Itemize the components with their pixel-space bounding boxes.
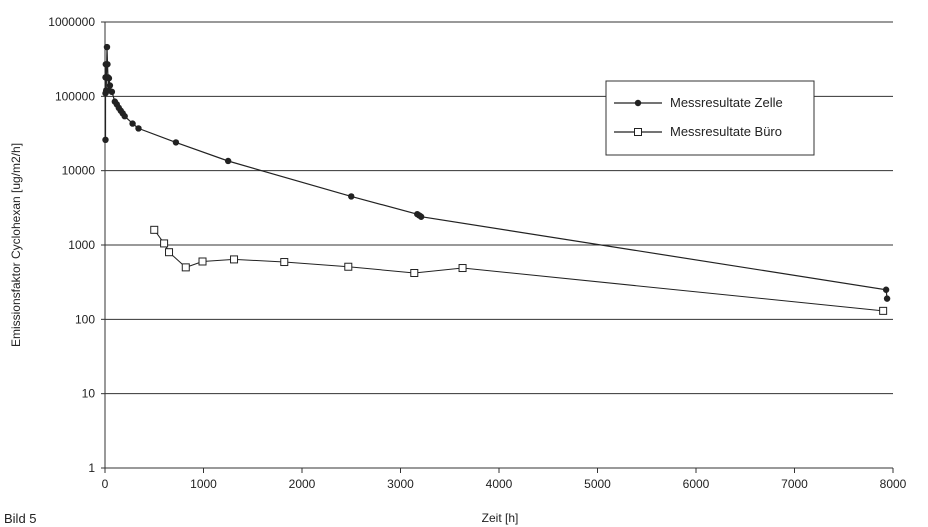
data-point-buero (150, 225, 159, 234)
data-point-zelle (102, 136, 109, 144)
y-tick-label: 100 (75, 312, 95, 326)
data-point-zelle (348, 193, 355, 200)
x-tick-label: 4000 (486, 477, 513, 491)
y-tick-label: 1000000 (48, 15, 95, 29)
data-point-zelle (129, 120, 136, 127)
y-tick-label: 1 (88, 461, 95, 475)
x-tick-label: 2000 (289, 477, 316, 491)
x-tick-label: 3000 (387, 477, 414, 491)
y-tick-label: 10000 (62, 164, 96, 178)
data-point-buero (410, 269, 419, 278)
data-point-zelle (883, 295, 891, 302)
data-point-zelle (172, 139, 180, 146)
x-axis-label: Zeit [h] (482, 511, 519, 525)
data-point-buero (165, 248, 174, 257)
x-tick-label: 5000 (584, 477, 611, 491)
legend-label-zelle: Messresultate Zelle (670, 95, 783, 110)
data-point-zelle (121, 113, 128, 120)
x-tick-label: 8000 (880, 477, 907, 491)
x-tick-label: 1000 (190, 477, 217, 491)
data-point-buero (230, 255, 239, 264)
data-point-zelle (417, 213, 425, 220)
data-point-zelle (103, 43, 111, 51)
legend-label-buero: Messresultate Büro (670, 124, 782, 139)
data-point-buero (181, 263, 190, 272)
data-point-buero (879, 306, 888, 315)
data-point-buero (198, 257, 207, 266)
data-point-zelle (224, 157, 232, 165)
data-point-buero (344, 262, 353, 271)
data-point-buero (458, 264, 467, 273)
data-point-zelle (108, 88, 116, 96)
y-axis-label: Emissionsfaktor Cyclohexan [ug/m2/h] (9, 143, 23, 347)
y-tick-label: 1000 (68, 238, 95, 252)
grid-lines (105, 21, 893, 395)
y-tick-label: 100000 (55, 89, 95, 103)
legend-marker-zelle (634, 99, 642, 107)
legend-marker-buero (634, 128, 642, 136)
data-point-zelle (106, 82, 114, 89)
data-point-buero (160, 239, 169, 248)
x-tick-label: 0 (102, 477, 109, 491)
y-tick-label: 10 (82, 387, 96, 401)
x-tick-label: 7000 (781, 477, 808, 491)
data-point-zelle (882, 286, 890, 293)
figure-caption: Bild 5 (4, 511, 37, 526)
data-point-zelle (104, 61, 111, 68)
data-point-zelle (135, 125, 142, 132)
data-point-buero (280, 258, 289, 267)
x-tick-label: 6000 (683, 477, 710, 491)
series-layer (102, 43, 891, 315)
x-tick-labels: 0 1000 2000 3000 4000 5000 6000 7000 8000 (102, 477, 907, 491)
legend: Messresultate Zelle Messresultate Büro (605, 80, 815, 156)
legend-box (605, 80, 815, 156)
series-line-buero (153, 229, 884, 312)
y-tick-labels: 1 10 100 1000 10000 100000 1000000 (48, 15, 95, 475)
data-point-zelle (105, 75, 113, 82)
